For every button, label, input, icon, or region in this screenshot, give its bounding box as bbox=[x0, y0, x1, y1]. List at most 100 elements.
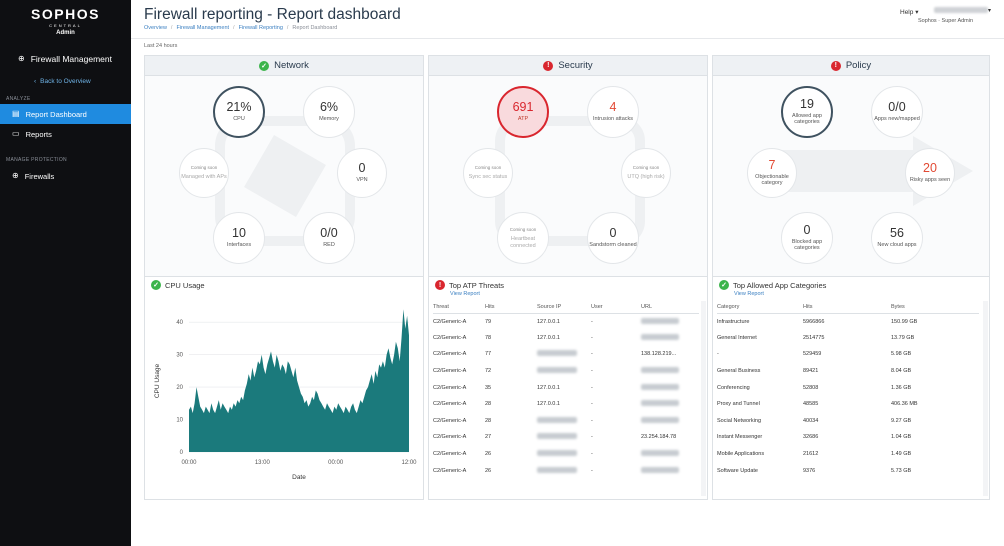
cell-threat: C2/Generic-A bbox=[433, 401, 467, 408]
breadcrumb-separator: / bbox=[170, 25, 173, 31]
table-row[interactable]: General Business 89421 8.04 GB bbox=[717, 363, 979, 380]
cell-source-ip bbox=[537, 462, 591, 479]
cell-bytes: 406.36 MB bbox=[891, 401, 918, 408]
utq-circle: Coming soon UTQ (high risk) bbox=[621, 148, 671, 198]
redacted-value bbox=[641, 383, 679, 390]
cell-bytes: 1.36 GB bbox=[891, 384, 912, 391]
atp-view-report-link[interactable]: View Report bbox=[450, 291, 480, 297]
app-view-report-link[interactable]: View Report bbox=[734, 291, 764, 297]
table-row[interactable]: C2/Generic-A 26 - bbox=[433, 462, 699, 479]
table-row[interactable]: Proxy and Tunnel 48585 406.36 MB bbox=[717, 396, 979, 413]
redacted-value bbox=[537, 416, 577, 423]
sidebar-item-firewalls[interactable]: ⊕ Firewalls bbox=[0, 166, 131, 186]
memory-circle[interactable]: 6% Memory bbox=[303, 86, 355, 138]
cpu-usage-chart: 0 10 20 30 40 00:00 13:00 00:00 12:00 CPU Usage… bbox=[154, 309, 417, 481]
back-label: Back to Overview bbox=[40, 78, 91, 85]
heartbeat-label: Heartbeat connected bbox=[510, 235, 536, 249]
cell-hits: 28 bbox=[485, 401, 492, 408]
coming-soon-label: Coming soon bbox=[190, 165, 218, 171]
objectionable-circle[interactable]: 7 Objectionable category bbox=[747, 148, 797, 198]
redacted-value bbox=[641, 333, 679, 340]
red-circle[interactable]: 0/0 RED bbox=[303, 212, 355, 264]
help-menu[interactable]: Help ▾ bbox=[900, 8, 918, 16]
atp-label: ATP bbox=[517, 116, 529, 123]
col-threat[interactable]: Threat bbox=[433, 301, 485, 314]
table-row[interactable]: Conferencing 52808 1.36 GB bbox=[717, 379, 979, 396]
y-axis-label: CPU Usage bbox=[154, 363, 161, 398]
cpu-label: CPU bbox=[233, 116, 245, 123]
breadcrumb: Overview / Firewall Management / Firewal… bbox=[144, 25, 337, 31]
col-url[interactable]: URL bbox=[641, 301, 699, 314]
table-row[interactable]: C2/Generic-A 26 - bbox=[433, 446, 699, 463]
brand-role: Admin bbox=[56, 30, 75, 36]
table-row[interactable]: Infrastructure 5966866 150.99 GB bbox=[717, 313, 979, 330]
cpu-usage-header: ✓ CPU Usage bbox=[151, 280, 205, 290]
apps-mapped-circle[interactable]: 0/0 Apps new/mapped bbox=[871, 86, 923, 138]
allowed-categories-circle[interactable]: 19 Allowed app categories bbox=[781, 86, 833, 138]
cell-source-ip bbox=[537, 413, 591, 430]
policy-circles: 19 Allowed app categories 0/0 Apps new/m… bbox=[713, 76, 989, 276]
brand-sub: CENTRAL bbox=[49, 23, 82, 28]
col-bytes[interactable]: Bytes bbox=[891, 301, 979, 314]
firewall-globe-icon: ⊕ bbox=[18, 54, 25, 63]
col-hits[interactable]: Hits bbox=[803, 301, 891, 314]
brand-name: SOPHOS bbox=[31, 6, 100, 22]
report-icon: ▭ bbox=[12, 129, 20, 138]
atp-threats-table: Threat Hits Source IP User URL C2/Generi… bbox=[433, 301, 699, 479]
cell-source-ip bbox=[537, 446, 591, 463]
interfaces-circle[interactable]: 10 Interfaces bbox=[213, 212, 265, 264]
back-to-overview-link[interactable]: ‹ Back to Overview bbox=[34, 78, 91, 85]
table-row[interactable]: Instant Messenger 32686 1.04 GB bbox=[717, 429, 979, 446]
cloud-apps-circle[interactable]: 56 New cloud apps bbox=[871, 212, 923, 264]
risky-apps-circle[interactable]: 20 Risky apps seen bbox=[905, 148, 955, 198]
table-row[interactable]: C2/Generic-A 28 127.0.0.1 - bbox=[433, 396, 699, 413]
table-row[interactable]: C2/Generic-A 78 127.0.0.1 - bbox=[433, 330, 699, 347]
status-alert-icon: ! bbox=[435, 280, 445, 290]
help-label: Help bbox=[900, 9, 914, 16]
sidebar-item-reports[interactable]: ▭ Reports bbox=[0, 124, 131, 144]
sophos-logo[interactable]: SOPHOS CENTRAL Admin bbox=[0, 6, 131, 36]
policy-panel: ! Policy 19 Allowed app categories 0/0 A… bbox=[712, 55, 990, 500]
status-ok-icon: ✓ bbox=[719, 280, 729, 290]
app-table-scrollbar[interactable] bbox=[983, 301, 988, 496]
cell-source-ip bbox=[537, 429, 591, 446]
vpn-value: 0 bbox=[358, 161, 366, 176]
col-user[interactable]: User bbox=[591, 301, 641, 314]
table-row[interactable]: C2/Generic-A 72 - bbox=[433, 363, 699, 380]
table-row[interactable]: Mobile Applications 21612 1.49 GB bbox=[717, 446, 979, 463]
redacted-value bbox=[537, 350, 577, 357]
breadcrumb-firewall-management[interactable]: Firewall Management bbox=[176, 25, 230, 31]
col-source-ip[interactable]: Source IP bbox=[537, 301, 591, 314]
table-row[interactable]: C2/Generic-A 77 - 138.128.219... bbox=[433, 346, 699, 363]
cell-url bbox=[641, 462, 699, 479]
cell-category: Mobile Applications bbox=[717, 451, 765, 458]
col-category[interactable]: Category bbox=[717, 301, 803, 314]
cell-category: General Internet bbox=[717, 334, 757, 341]
sidebar-item-report-dashboard[interactable]: ▤ Report Dashboard bbox=[0, 104, 131, 124]
atp-table-scrollbar[interactable] bbox=[701, 301, 706, 496]
table-row[interactable]: C2/Generic-A 79 127.0.0.1 - bbox=[433, 313, 699, 330]
caret-down-icon[interactable]: ▾ bbox=[988, 8, 992, 14]
table-row[interactable]: C2/Generic-A 28 - bbox=[433, 413, 699, 430]
objectionable-value: 7 bbox=[768, 158, 776, 173]
atp-circle[interactable]: 691 ATP bbox=[497, 86, 549, 138]
intrusion-circle[interactable]: 4 Intrusion attacks bbox=[587, 86, 639, 138]
cell-user: - bbox=[591, 451, 593, 458]
table-row[interactable]: General Internet 2514775 13.79 GB bbox=[717, 330, 979, 347]
col-hits[interactable]: Hits bbox=[485, 301, 537, 314]
table-row[interactable]: Social Networking 40034 9.27 GB bbox=[717, 413, 979, 430]
table-row[interactable]: C2/Generic-A 35 127.0.0.1 - bbox=[433, 379, 699, 396]
breadcrumb-overview[interactable]: Overview bbox=[144, 25, 167, 31]
table-row[interactable]: Software Update 9376 5.73 GB bbox=[717, 462, 979, 479]
table-row[interactable]: - 529459 5.98 GB bbox=[717, 346, 979, 363]
cpu-circle[interactable]: 21% CPU bbox=[213, 86, 265, 138]
sandstorm-circle[interactable]: 0 Sandstorm cleaned bbox=[587, 212, 639, 264]
blocked-categories-circle[interactable]: 0 Blocked app categories bbox=[781, 212, 833, 264]
vpn-circle[interactable]: 0 VPN bbox=[337, 148, 387, 198]
redacted-value bbox=[537, 433, 577, 440]
blocked-value: 0 bbox=[803, 223, 811, 238]
breadcrumb-firewall-reporting[interactable]: Firewall Reporting bbox=[238, 25, 283, 31]
table-row[interactable]: C2/Generic-A 27 - 23.254.184.78 bbox=[433, 429, 699, 446]
user-menu-redacted[interactable] bbox=[934, 7, 988, 13]
cell-threat: C2/Generic-A bbox=[433, 417, 467, 424]
